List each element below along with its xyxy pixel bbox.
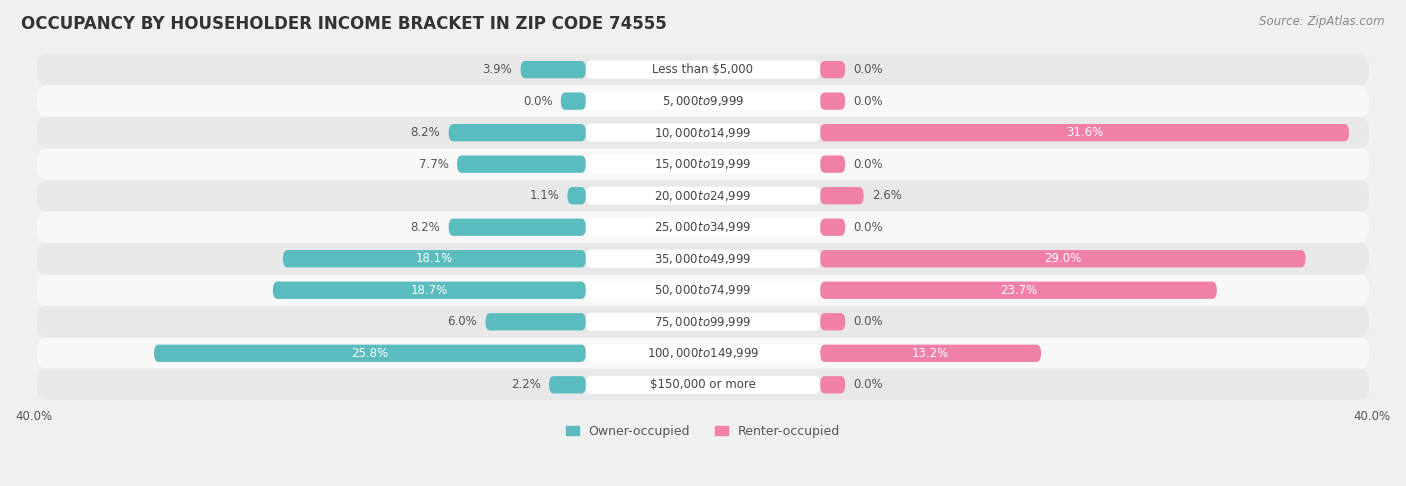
Text: $10,000 to $14,999: $10,000 to $14,999 — [654, 126, 752, 139]
FancyBboxPatch shape — [449, 124, 586, 141]
FancyBboxPatch shape — [820, 156, 845, 173]
Text: 6.0%: 6.0% — [447, 315, 477, 328]
FancyBboxPatch shape — [820, 124, 1348, 141]
Text: 0.0%: 0.0% — [853, 378, 883, 391]
Text: 0.0%: 0.0% — [853, 95, 883, 108]
Text: $35,000 to $49,999: $35,000 to $49,999 — [654, 252, 752, 266]
Text: Source: ZipAtlas.com: Source: ZipAtlas.com — [1260, 15, 1385, 28]
FancyBboxPatch shape — [586, 123, 820, 142]
Text: 0.0%: 0.0% — [853, 157, 883, 171]
Text: $15,000 to $19,999: $15,000 to $19,999 — [654, 157, 752, 171]
FancyBboxPatch shape — [37, 149, 1369, 179]
FancyBboxPatch shape — [586, 376, 820, 394]
Text: 1.1%: 1.1% — [529, 189, 560, 202]
FancyBboxPatch shape — [561, 92, 586, 110]
FancyBboxPatch shape — [155, 345, 586, 362]
Text: 31.6%: 31.6% — [1066, 126, 1104, 139]
Text: 3.9%: 3.9% — [482, 63, 512, 76]
FancyBboxPatch shape — [273, 281, 586, 299]
Text: $20,000 to $24,999: $20,000 to $24,999 — [654, 189, 752, 203]
Text: OCCUPANCY BY HOUSEHOLDER INCOME BRACKET IN ZIP CODE 74555: OCCUPANCY BY HOUSEHOLDER INCOME BRACKET … — [21, 15, 666, 33]
FancyBboxPatch shape — [820, 61, 845, 78]
FancyBboxPatch shape — [37, 307, 1369, 337]
FancyBboxPatch shape — [449, 219, 586, 236]
FancyBboxPatch shape — [586, 281, 820, 299]
FancyBboxPatch shape — [37, 370, 1369, 400]
FancyBboxPatch shape — [586, 155, 820, 174]
FancyBboxPatch shape — [283, 250, 586, 267]
FancyBboxPatch shape — [37, 212, 1369, 243]
FancyBboxPatch shape — [37, 243, 1369, 274]
Text: $100,000 to $149,999: $100,000 to $149,999 — [647, 347, 759, 360]
Text: 23.7%: 23.7% — [1000, 284, 1038, 297]
FancyBboxPatch shape — [586, 250, 820, 268]
Text: Less than $5,000: Less than $5,000 — [652, 63, 754, 76]
FancyBboxPatch shape — [586, 61, 820, 79]
Text: 25.8%: 25.8% — [352, 347, 388, 360]
Text: $75,000 to $99,999: $75,000 to $99,999 — [654, 315, 752, 329]
FancyBboxPatch shape — [586, 312, 820, 331]
Text: 0.0%: 0.0% — [523, 95, 553, 108]
FancyBboxPatch shape — [37, 181, 1369, 211]
Text: 0.0%: 0.0% — [853, 63, 883, 76]
Legend: Owner-occupied, Renter-occupied: Owner-occupied, Renter-occupied — [561, 420, 845, 443]
Text: 2.6%: 2.6% — [872, 189, 901, 202]
FancyBboxPatch shape — [820, 219, 845, 236]
Text: 8.2%: 8.2% — [411, 221, 440, 234]
FancyBboxPatch shape — [568, 187, 586, 205]
Text: 2.2%: 2.2% — [510, 378, 541, 391]
FancyBboxPatch shape — [485, 313, 586, 330]
FancyBboxPatch shape — [820, 313, 845, 330]
FancyBboxPatch shape — [586, 187, 820, 205]
Text: 0.0%: 0.0% — [853, 221, 883, 234]
FancyBboxPatch shape — [586, 92, 820, 110]
FancyBboxPatch shape — [37, 54, 1369, 85]
FancyBboxPatch shape — [820, 187, 863, 205]
FancyBboxPatch shape — [548, 376, 586, 394]
FancyBboxPatch shape — [37, 118, 1369, 148]
Text: 13.2%: 13.2% — [912, 347, 949, 360]
FancyBboxPatch shape — [586, 218, 820, 236]
Text: 8.2%: 8.2% — [411, 126, 440, 139]
FancyBboxPatch shape — [820, 92, 845, 110]
Text: 18.1%: 18.1% — [416, 252, 453, 265]
Text: 18.7%: 18.7% — [411, 284, 449, 297]
Text: $50,000 to $74,999: $50,000 to $74,999 — [654, 283, 752, 297]
Text: 29.0%: 29.0% — [1045, 252, 1081, 265]
FancyBboxPatch shape — [586, 344, 820, 363]
FancyBboxPatch shape — [820, 345, 1040, 362]
FancyBboxPatch shape — [520, 61, 586, 78]
FancyBboxPatch shape — [37, 338, 1369, 368]
FancyBboxPatch shape — [37, 86, 1369, 116]
FancyBboxPatch shape — [820, 281, 1216, 299]
Text: 7.7%: 7.7% — [419, 157, 449, 171]
FancyBboxPatch shape — [820, 250, 1306, 267]
Text: $25,000 to $34,999: $25,000 to $34,999 — [654, 220, 752, 234]
FancyBboxPatch shape — [457, 156, 586, 173]
Text: 0.0%: 0.0% — [853, 315, 883, 328]
FancyBboxPatch shape — [820, 376, 845, 394]
FancyBboxPatch shape — [37, 275, 1369, 305]
Text: $150,000 or more: $150,000 or more — [650, 378, 756, 391]
Text: $5,000 to $9,999: $5,000 to $9,999 — [662, 94, 744, 108]
